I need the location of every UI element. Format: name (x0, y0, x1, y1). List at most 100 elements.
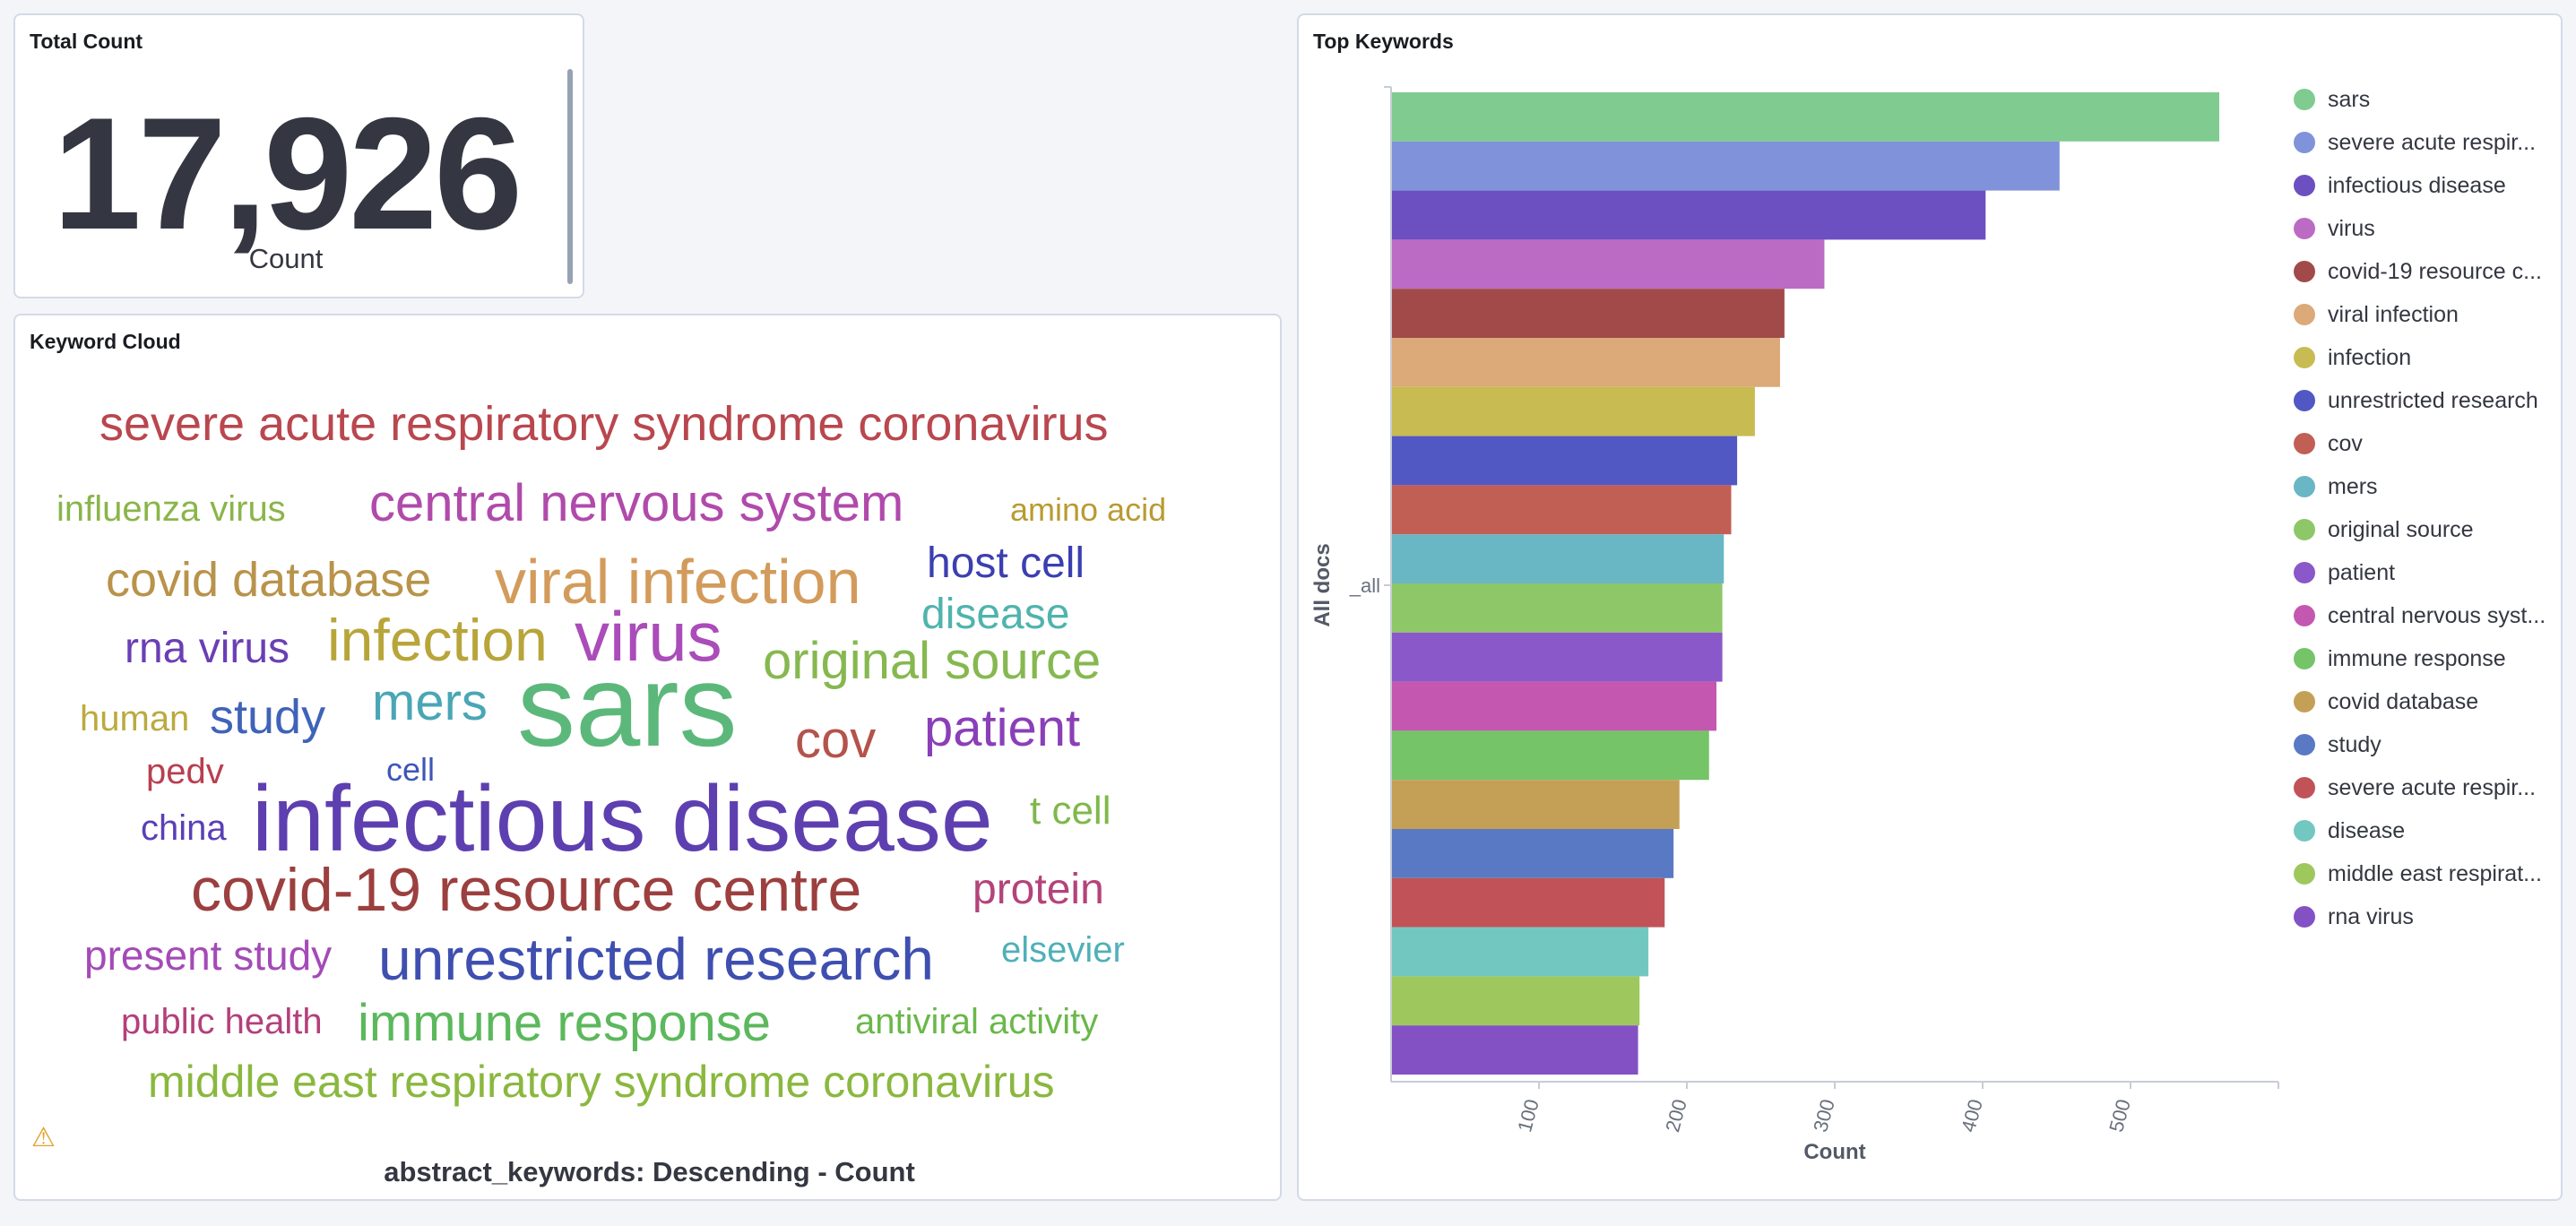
legend-item[interactable]: rna virus (2294, 895, 2563, 938)
bar[interactable] (1392, 829, 1674, 878)
legend-label: severe acute respir... (2328, 129, 2537, 155)
legend-item[interactable]: cov (2294, 422, 2563, 465)
y-category-label: _all (1349, 574, 1380, 597)
legend-dot-icon (2294, 691, 2315, 712)
cloud-word[interactable]: antiviral activity (855, 1002, 1098, 1041)
cloud-word[interactable]: covid database (106, 553, 431, 607)
legend-item[interactable]: immune response (2294, 637, 2563, 680)
bar[interactable] (1392, 681, 1716, 731)
top-keywords-title: Top Keywords (1313, 30, 1454, 53)
bar[interactable] (1392, 632, 1723, 682)
cloud-word[interactable]: host cell (927, 540, 1085, 587)
bar[interactable] (1392, 976, 1640, 1026)
bar[interactable] (1392, 239, 1825, 289)
bar[interactable] (1392, 386, 1755, 436)
legend-dot-icon (2294, 519, 2315, 540)
cloud-word[interactable]: infection (327, 607, 548, 673)
cloud-word[interactable]: middle east respiratory syndrome coronav… (148, 1057, 1055, 1107)
cloud-word[interactable]: central nervous system (369, 474, 903, 532)
cloud-word[interactable]: cell (386, 751, 435, 788)
legend-label: rna virus (2328, 903, 2414, 929)
cloud-word[interactable]: human (80, 699, 189, 738)
cloud-word[interactable]: study (210, 690, 325, 744)
legend-label: mers (2328, 473, 2378, 499)
legend-dot-icon (2294, 648, 2315, 669)
cloud-word[interactable]: unrestricted research (378, 926, 934, 992)
bar[interactable] (1392, 927, 1649, 977)
metric-label: Count (248, 243, 324, 274)
cloud-word[interactable]: china (141, 808, 227, 848)
legend-item[interactable]: covid database (2294, 680, 2563, 723)
legend-item[interactable]: central nervous syst... (2294, 594, 2563, 637)
cloud-word[interactable]: patient (924, 699, 1080, 757)
legend-item[interactable]: patient (2294, 551, 2563, 594)
legend-item[interactable]: study (2294, 723, 2563, 766)
legend-item[interactable]: sars (2294, 78, 2563, 121)
y-axis-title: All docs (1310, 543, 1335, 626)
cloud-word[interactable]: influenza virus (56, 489, 286, 529)
cloud-word[interactable]: protein (972, 866, 1104, 913)
cloud-word[interactable]: disease (921, 591, 1069, 638)
cloud-word[interactable]: sars (517, 640, 738, 771)
legend-item[interactable]: middle east respirat... (2294, 852, 2563, 895)
legend-label: infectious disease (2328, 172, 2506, 198)
bar[interactable] (1392, 780, 1680, 829)
total-count-title: Total Count (30, 30, 143, 53)
cloud-word[interactable]: amino acid (1010, 491, 1166, 528)
bar[interactable] (1392, 92, 2219, 142)
legend-dot-icon (2294, 562, 2315, 583)
bar[interactable] (1392, 583, 1723, 633)
bar[interactable] (1392, 1025, 1638, 1075)
cloud-word[interactable]: elsevier (1001, 930, 1125, 970)
bar[interactable] (1392, 730, 1709, 781)
cloud-word[interactable]: infectious disease (252, 767, 993, 871)
legend-item[interactable]: viral infection (2294, 293, 2563, 336)
warning-icon[interactable]: ⚠ (31, 1123, 56, 1153)
bar[interactable] (1392, 485, 1732, 535)
x-tick-label: 200 (1661, 1097, 1691, 1135)
cloud-word[interactable]: virus (575, 597, 722, 676)
x-tick-label: 100 (1513, 1097, 1543, 1135)
legend-item[interactable]: virus (2294, 207, 2563, 250)
legend-item[interactable]: infectious disease (2294, 164, 2563, 207)
legend-item[interactable]: severe acute respir... (2294, 121, 2563, 164)
cloud-word[interactable]: immune response (358, 994, 771, 1052)
cloud-word[interactable]: pedv (146, 752, 224, 791)
cloud-word[interactable]: cov (795, 711, 876, 769)
bar[interactable] (1392, 289, 1785, 338)
legend-item[interactable]: covid-19 resource c... (2294, 250, 2563, 293)
cloud-word[interactable]: rna virus (125, 625, 290, 672)
bar[interactable] (1392, 877, 1665, 928)
keyword-cloud-title: Keyword Cloud (30, 330, 181, 353)
legend-item[interactable]: mers (2294, 465, 2563, 508)
cloud-caption: abstract_keywords: Descending - Count (384, 1156, 915, 1187)
legend-label: patient (2328, 559, 2396, 585)
cloud-word[interactable]: public health (121, 1002, 323, 1041)
cloud-word[interactable]: t cell (1030, 789, 1111, 833)
legend-item[interactable]: severe acute respir... (2294, 766, 2563, 809)
cloud-word[interactable]: present study (84, 932, 332, 979)
top-keywords-panel: Top Keywords 100 200 300 400 500 _all All docs… (1297, 13, 2563, 1201)
legend-item[interactable]: infection (2294, 336, 2563, 379)
cloud-word[interactable]: mers (372, 673, 488, 731)
cloud-word[interactable]: severe acute respiratory syndrome corona… (99, 397, 1108, 451)
legend-label: infection (2328, 344, 2412, 370)
legend-item[interactable]: unrestricted research (2294, 379, 2563, 422)
legend-dot-icon (2294, 261, 2315, 282)
legend-item[interactable]: disease (2294, 809, 2563, 852)
bar[interactable] (1392, 534, 1725, 583)
cloud-word[interactable]: original source (763, 632, 1101, 690)
cloud-word[interactable]: covid-19 resource centre (191, 856, 861, 924)
metric-scrollbar[interactable] (567, 69, 573, 284)
bar[interactable] (1392, 190, 1986, 240)
legend-item[interactable]: original source (2294, 508, 2563, 551)
chart-legend: sars severe acute respir... infectious dis… (2294, 78, 2563, 938)
bar[interactable] (1392, 436, 1738, 486)
bar[interactable] (1392, 141, 2060, 191)
legend-dot-icon (2294, 218, 2315, 239)
cloud-word[interactable]: viral infection (495, 547, 861, 617)
legend-label: disease (2328, 817, 2406, 843)
legend-dot-icon (2294, 132, 2315, 153)
bar[interactable] (1392, 338, 1780, 387)
legend-label: middle east respirat... (2328, 860, 2542, 886)
